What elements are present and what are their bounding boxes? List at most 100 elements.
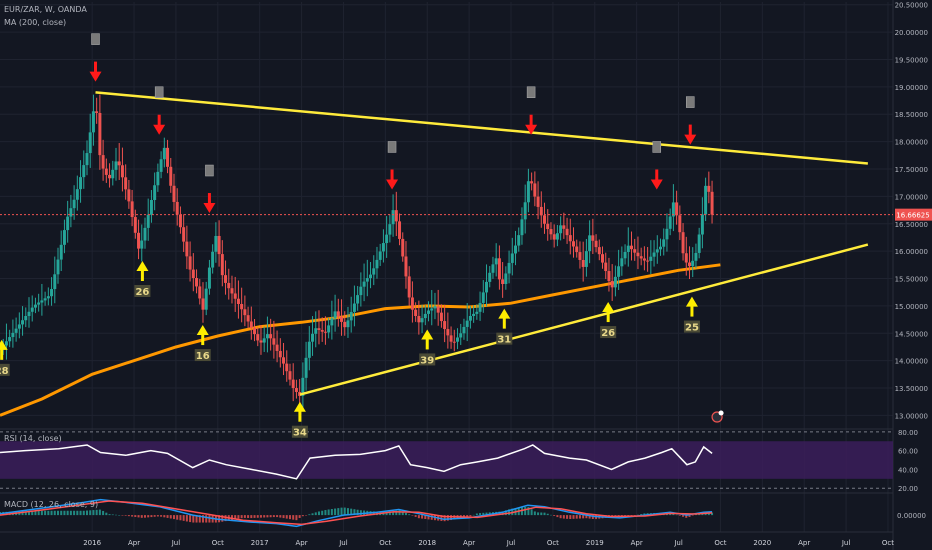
macd-histogram-bar (343, 507, 346, 516)
candle-body (98, 112, 102, 156)
candle-body (404, 256, 408, 277)
y-tick-label: 19.50000 (895, 56, 928, 64)
trendlines[interactable] (95, 91, 869, 396)
macd-histogram-bar (346, 508, 349, 516)
candle-body (459, 333, 463, 338)
support-count-badge (194, 349, 211, 362)
candle-body (114, 161, 118, 170)
candle-body (539, 206, 543, 216)
support-arrow-head (293, 401, 306, 412)
macd-histogram-bar (311, 513, 314, 516)
macd-histogram-bar (308, 514, 311, 516)
resistance-flag (154, 86, 164, 98)
y-tick-label: 17.00000 (895, 193, 928, 201)
y-tick-label: 16.50000 (895, 221, 928, 229)
candle-body (568, 235, 572, 242)
candle-body (552, 234, 556, 240)
candle-body (307, 341, 311, 358)
candle-body (11, 332, 15, 338)
candle-body (555, 233, 559, 240)
support-arrow-head (136, 260, 149, 271)
markers[interactable]: 28 26 16 34 39 31 26 25 (0, 33, 700, 439)
macd-histogram-bar (566, 515, 569, 519)
candle-body (4, 341, 8, 346)
macd-histogram-bar (79, 510, 82, 516)
x-tick-label: 2017 (251, 539, 269, 547)
x-tick-label: Oct (714, 539, 726, 547)
macd-histogram-bar (182, 515, 185, 521)
macd-histogram-bar (189, 515, 192, 523)
macd-histogram-bar (259, 515, 262, 518)
candle-body (40, 300, 44, 303)
candle-body (56, 259, 60, 275)
candle-body (491, 264, 495, 273)
candle-body (472, 313, 476, 317)
candle-body (668, 216, 672, 229)
y-tick-label: 16.00000 (895, 248, 928, 256)
macd-histogram-bar (501, 511, 504, 516)
candle-body (79, 177, 83, 190)
macd-histogram-bar (301, 515, 304, 517)
macd-histogram-bar (404, 512, 407, 516)
macd-histogram-bar (395, 510, 398, 516)
candle-body (704, 185, 708, 215)
macd-histogram-bar (53, 510, 56, 516)
macd-histogram-bar (575, 515, 578, 519)
candle-body (130, 201, 134, 218)
candle-body (381, 243, 385, 252)
macd-legend: MACD (12, 26, close, 9) (4, 500, 99, 509)
macd-histogram-bar (24, 511, 27, 516)
candle-body (646, 260, 650, 262)
candle-body (639, 256, 643, 259)
macd-histogram-bar (321, 510, 324, 516)
candle-body (156, 171, 160, 186)
candle-body (475, 311, 479, 314)
alert-badge[interactable] (711, 410, 724, 423)
macd-histogram-bar (147, 515, 150, 518)
trendline (299, 243, 869, 396)
macd-histogram-bar (643, 513, 646, 516)
y-tick-label: 13.50000 (895, 385, 928, 393)
macd-histogram-bar (34, 510, 37, 516)
y-tick-label: 18.50000 (895, 111, 928, 119)
candle-body (481, 292, 485, 303)
macd-histogram-bar (269, 515, 272, 518)
macd-histogram-bar (166, 515, 169, 518)
candle-body (162, 147, 166, 160)
candle-body (352, 303, 356, 312)
candle-body (588, 235, 592, 252)
candle-body (137, 232, 141, 249)
macd-histogram-bar (285, 515, 288, 519)
resistance-flag (652, 141, 662, 153)
candle-body (414, 309, 418, 317)
candle-body (249, 321, 253, 328)
candle-body (269, 334, 273, 339)
candle-body (59, 244, 63, 260)
y-tick-label: 20.50000 (895, 2, 928, 10)
candle-body (143, 227, 147, 241)
macd-histogram-bar (450, 515, 453, 521)
macd-histogram-bar (520, 507, 523, 516)
macd-histogram-bar (276, 515, 279, 518)
candle-body (523, 202, 527, 220)
macd-histogram-bar (201, 515, 204, 523)
y-tick-label: 17.50000 (895, 166, 928, 174)
candle-body (613, 276, 617, 288)
current-price-label: 16.66625 (896, 212, 929, 220)
macd-histogram-bar (118, 515, 121, 516)
candle-body (375, 259, 379, 269)
macd-histogram-bar (527, 507, 530, 516)
candle-body (101, 155, 105, 169)
macd-histogram-bar (131, 515, 134, 517)
candle-body (343, 321, 347, 328)
candle-body (62, 230, 66, 245)
candle-body (88, 132, 92, 154)
x-tick-label: Apr (128, 539, 140, 547)
x-tick-label: Apr (798, 539, 810, 547)
candle-body (497, 258, 501, 280)
macd-histogram-bar (694, 514, 697, 516)
macd-histogram-bar (44, 510, 47, 516)
candle-body (95, 111, 99, 113)
y-tick-label: 15.50000 (895, 276, 928, 284)
